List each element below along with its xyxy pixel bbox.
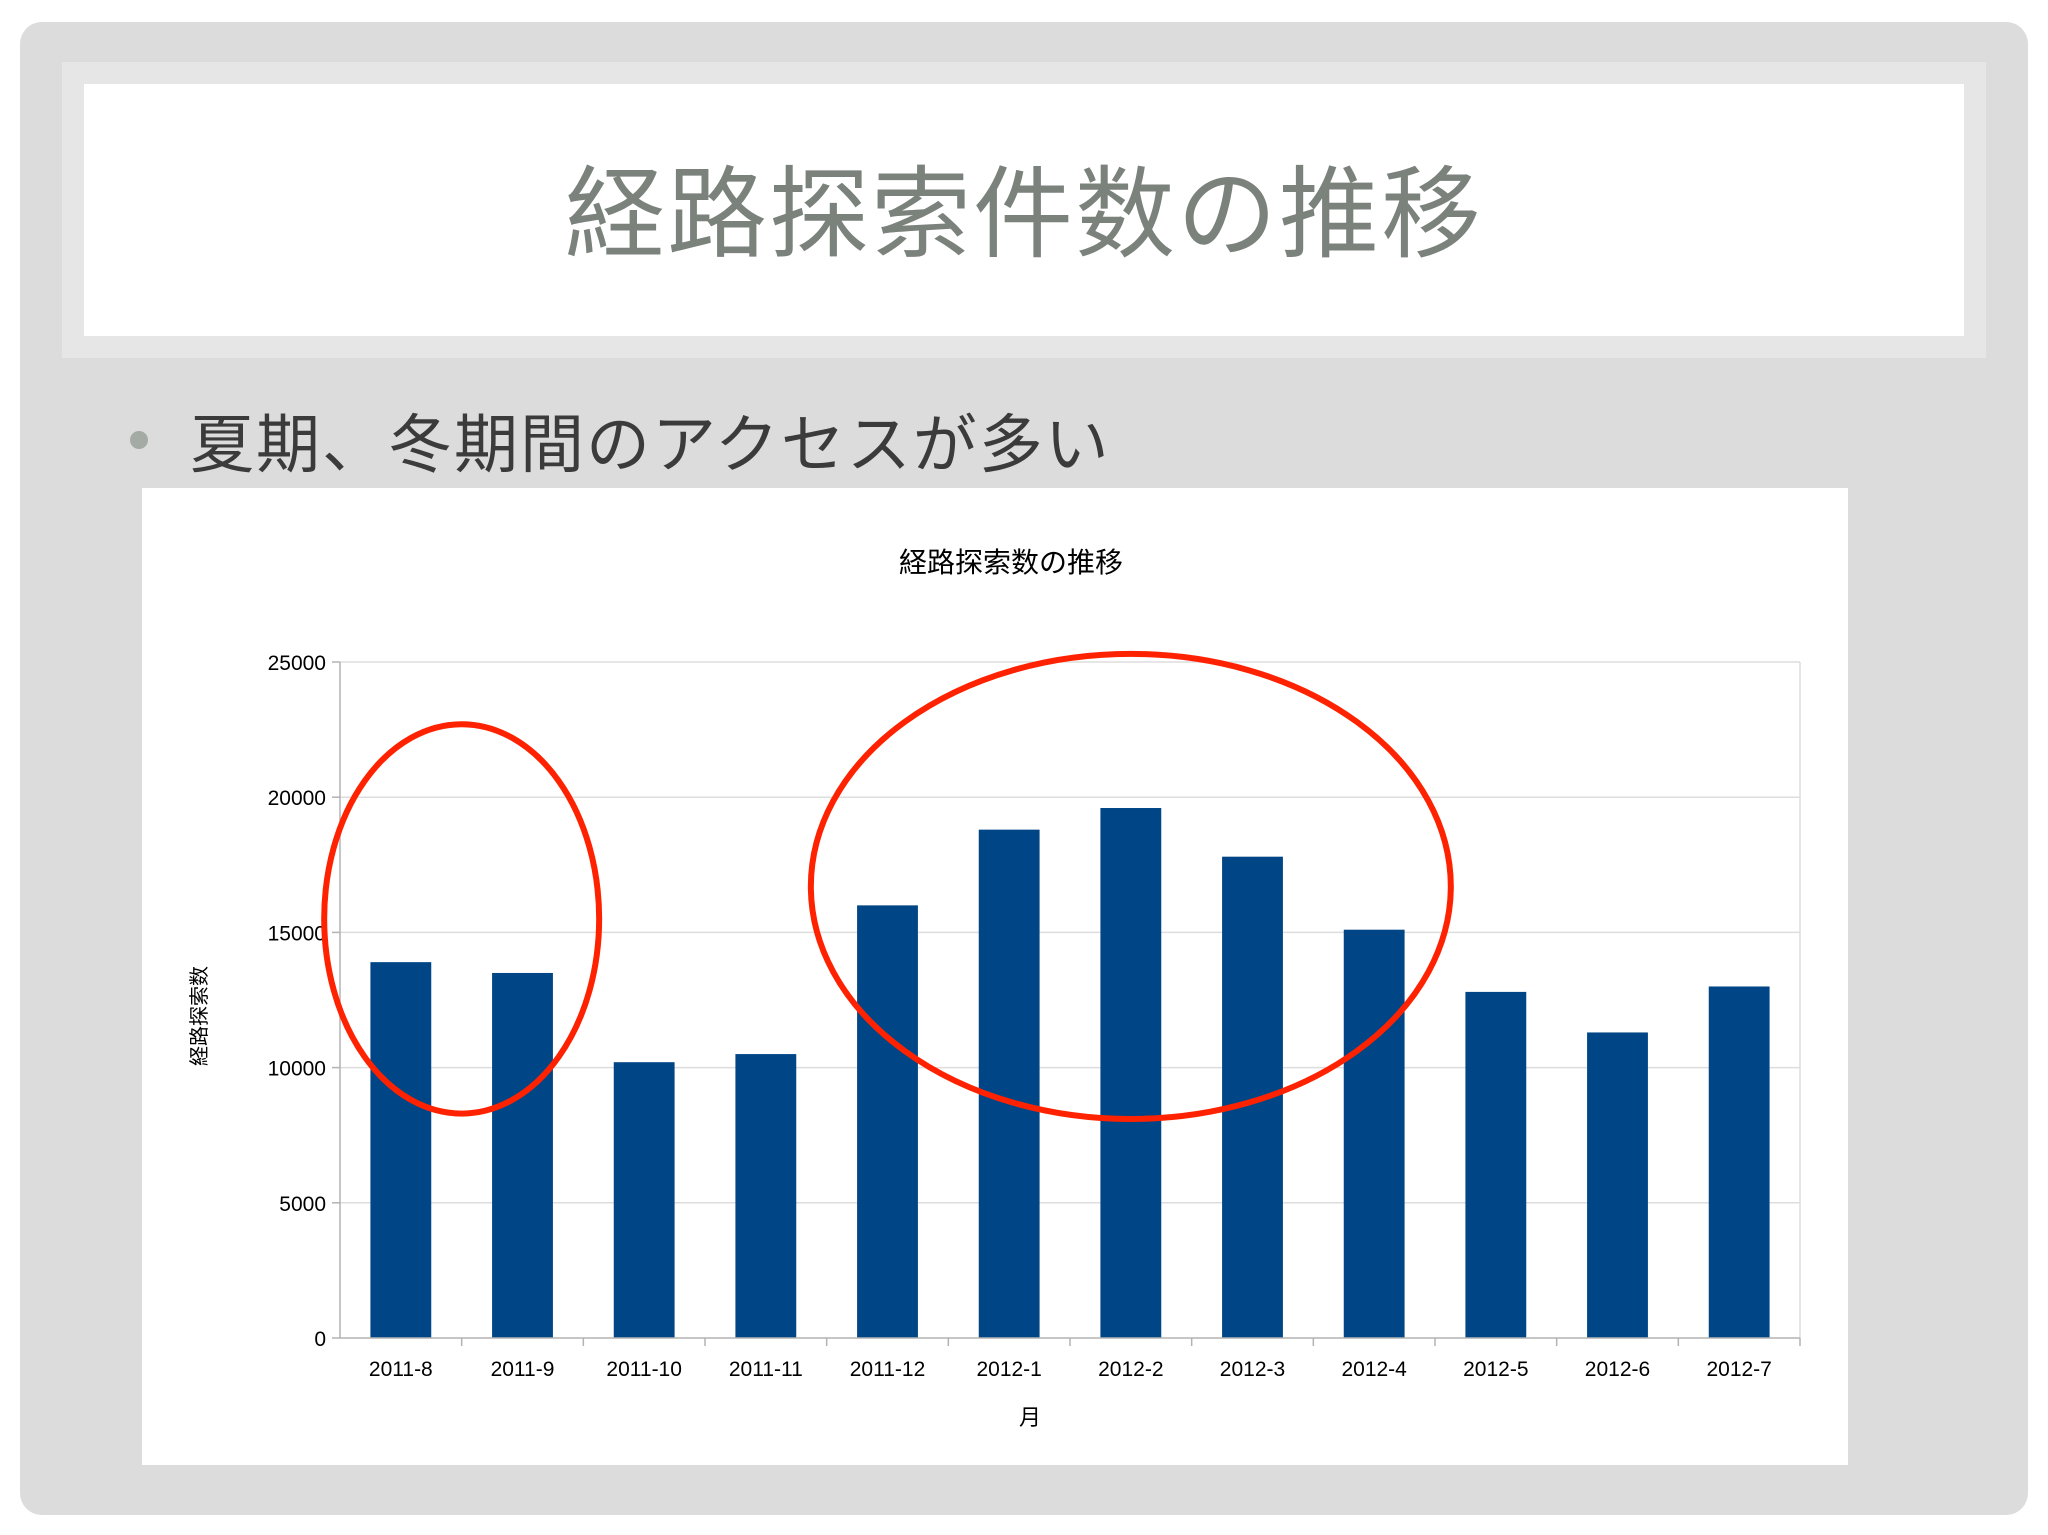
bar-2012-6 (1587, 1032, 1648, 1338)
chart-panel: 経路探索数の推移 経路探索数 月 0 5000 10000 15000 20000 250… (142, 488, 1848, 1465)
x-tick-label: 2011-8 (369, 1358, 433, 1381)
annotation-ellipse-winter (807, 650, 1454, 1122)
y-tick-label: 10000 (268, 1058, 326, 1081)
y-tick-label: 15000 (268, 922, 326, 945)
bar-2012-7 (1708, 986, 1770, 1338)
bar-2011-11 (735, 1054, 797, 1338)
bar-2011-10 (613, 1062, 675, 1338)
y-tick-label: 5000 (279, 1193, 326, 1216)
x-axis-label: 月 (1019, 1405, 1041, 1430)
grid-layer (340, 661, 1801, 1338)
annotation-ellipse-summer (321, 721, 603, 1117)
bar-2011-8 (370, 962, 432, 1338)
y-axis-label: 経路探索数 (188, 966, 211, 1066)
y-tick-label: 20000 (268, 787, 326, 810)
x-tick-label: 2011-10 (606, 1358, 682, 1381)
x-tick-label: 2012-6 (1585, 1358, 1650, 1381)
bar-2012-5 (1465, 991, 1527, 1338)
bar-layer (370, 808, 1770, 1338)
x-tick-label: 2012-1 (976, 1358, 1041, 1381)
chart-title: 経路探索数の推移 (899, 547, 1123, 578)
y-tick-label: 25000 (268, 652, 326, 675)
axis-layer: 0 5000 10000 15000 20000 25000 2011-8 2011-9 201… (268, 652, 1801, 1381)
bar-2012-1 (978, 829, 1040, 1338)
slide-title: 経路探索件数の推移 (565, 155, 1483, 273)
x-tick-label: 2012-3 (1220, 1358, 1285, 1381)
bullet-dot-icon (130, 431, 148, 449)
x-tick-label: 2012-5 (1463, 1358, 1528, 1381)
x-tick-label: 2012-2 (1098, 1358, 1163, 1381)
bar-2012-4 (1343, 929, 1405, 1338)
title-band: 経路探索件数の推移 (62, 62, 1986, 358)
annotation-layer (321, 650, 1454, 1122)
x-tick-label: 2012-7 (1706, 1358, 1771, 1381)
bar-2012-2 (1100, 808, 1162, 1338)
bar-2011-12 (857, 905, 918, 1338)
x-tick-label: 2012-4 (1341, 1358, 1407, 1381)
x-tick-label: 2011-12 (850, 1358, 926, 1381)
bullet-text: 夏期、冬期間のアクセスが多い (190, 409, 1111, 483)
x-tick-label: 2011-9 (491, 1358, 555, 1381)
bar-2011-9 (492, 972, 553, 1338)
y-tick-label: 0 (314, 1328, 326, 1351)
bar-chart: 経路探索数の推移 経路探索数 月 0 5000 10000 15000 20000 250… (188, 547, 1801, 1430)
title-box: 経路探索件数の推移 (84, 84, 1964, 336)
bullet-item: 夏期、冬期間のアクセスが多い (130, 385, 1111, 495)
x-tick-label: 2011-11 (729, 1358, 803, 1381)
